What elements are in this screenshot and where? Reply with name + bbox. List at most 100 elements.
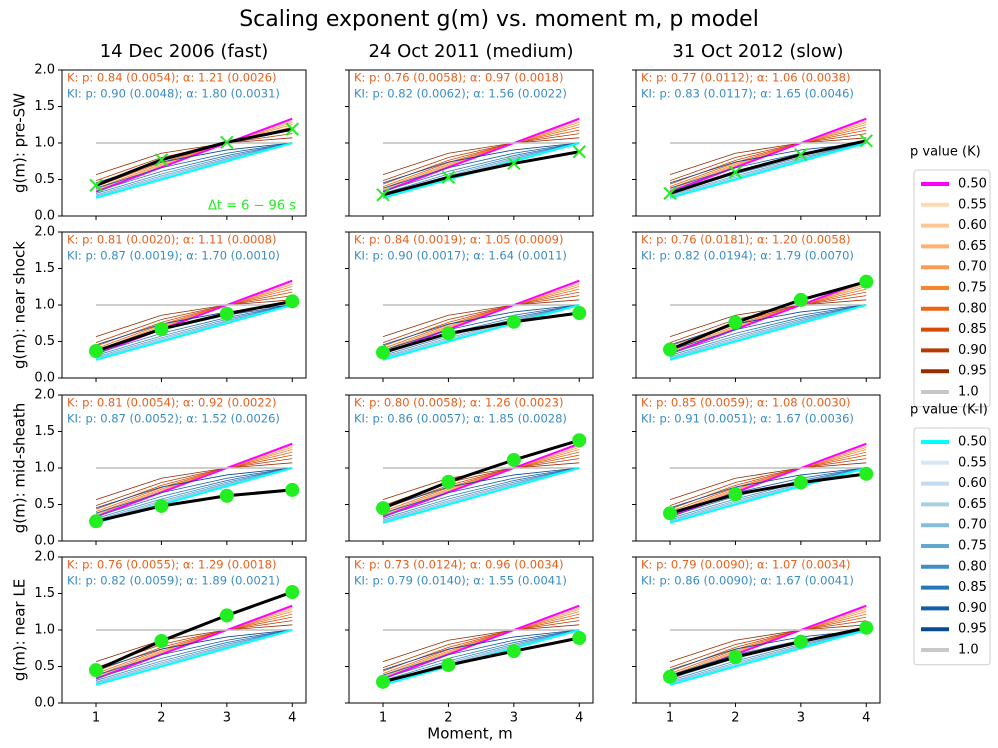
x-tick-label: 2 — [444, 711, 452, 726]
marker — [154, 153, 169, 167]
fit-annotation: KI: p: 0.82 (0.0062); α: 1.56 (0.0022) — [354, 87, 567, 101]
x-tick-label: 3 — [510, 711, 518, 726]
model-curve — [95, 467, 293, 519]
legend-label: 0.85 — [958, 580, 987, 595]
model-curve — [382, 467, 580, 524]
model-curve — [95, 142, 293, 196]
y-tick-label: 1.0 — [34, 461, 55, 476]
model-curve — [95, 304, 293, 358]
marker — [663, 669, 678, 684]
model-curve — [669, 629, 867, 683]
marker — [507, 156, 521, 171]
model-curve — [669, 304, 867, 351]
model-curve — [382, 467, 580, 509]
model-curve — [382, 142, 580, 194]
model-curve — [382, 442, 580, 518]
x-tick-label: 3 — [797, 711, 805, 726]
x-tick-label: 1 — [379, 711, 387, 726]
column-title: 31 Oct 2012 (slow) — [672, 41, 843, 62]
marker — [441, 658, 456, 673]
fit-annotation: K: p: 0.77 (0.0112); α: 1.06 (0.0038) — [641, 71, 851, 85]
model-curve — [95, 604, 293, 680]
model-curve — [669, 286, 867, 351]
model-curve — [95, 629, 293, 676]
model-curve — [669, 620, 867, 669]
legend-label: 0.70 — [958, 518, 987, 533]
model-curve — [382, 462, 580, 501]
marker — [89, 514, 104, 529]
model-curve — [669, 462, 867, 501]
model-curve — [382, 624, 580, 663]
marker — [793, 292, 808, 307]
panel-frame — [348, 394, 594, 542]
marker — [219, 306, 234, 321]
y-tick-label: 0.5 — [34, 659, 55, 674]
fit-annotation: K: p: 0.80 (0.0058); α: 1.26 (0.0023) — [354, 396, 564, 410]
x-tick-label: 1 — [92, 711, 100, 726]
y-tick-label: 1.5 — [34, 586, 55, 601]
fit-annotation: KI: p: 0.90 (0.0017); α: 1.64 (0.0011) — [354, 249, 567, 263]
fit-annotation: KI: p: 0.86 (0.0090); α: 1.67 (0.0041) — [641, 574, 854, 588]
model-curve — [95, 467, 293, 509]
model-curve — [95, 629, 293, 671]
y-tick-label: 1.0 — [34, 623, 55, 638]
model-curve — [669, 449, 867, 514]
model-curve — [669, 137, 867, 176]
model-curve — [669, 629, 867, 686]
observed-line — [95, 488, 293, 523]
observed-line — [669, 139, 867, 195]
column-title: 24 Oct 2011 (medium) — [368, 41, 573, 62]
marker — [376, 501, 391, 516]
model-curve — [669, 124, 867, 189]
marker — [793, 475, 808, 490]
x-tick-label: 2 — [157, 711, 165, 726]
model-curve — [669, 133, 867, 182]
model-curve — [669, 624, 867, 663]
marker — [219, 608, 234, 623]
fit-annotation: KI: p: 0.91 (0.0051); α: 1.67 (0.0036) — [641, 412, 854, 426]
marker — [89, 343, 104, 358]
panel-frame — [61, 556, 307, 704]
observed-line — [669, 626, 867, 679]
model-curve — [95, 142, 293, 199]
marker — [376, 345, 391, 360]
legend-label: 0.70 — [958, 260, 987, 275]
model-curve — [95, 629, 293, 686]
x-tick-label: 4 — [862, 711, 870, 726]
model-curve — [382, 467, 580, 514]
fit-annotation: K: p: 0.76 (0.0058); α: 0.97 (0.0018) — [354, 71, 564, 85]
model-curve — [382, 611, 580, 676]
model-curve — [382, 451, 580, 512]
model-curve — [95, 304, 293, 356]
fit-annotation: K: p: 0.76 (0.0055); α: 1.29 (0.0018) — [67, 558, 277, 572]
model-curve — [95, 467, 293, 521]
model-curve — [382, 142, 580, 184]
fit-annotation: KI: p: 0.87 (0.0052); α: 1.52 (0.0026) — [67, 412, 280, 426]
model-curve — [95, 629, 293, 683]
legend-label: 0.95 — [958, 364, 987, 379]
y-tick-label: 1.5 — [34, 99, 55, 114]
panel-frame — [635, 394, 881, 542]
model-curve — [95, 137, 293, 176]
observed-line — [95, 299, 293, 353]
y-tick-label: 1.0 — [34, 298, 55, 313]
model-curve — [95, 304, 293, 354]
model-curve — [95, 462, 293, 501]
y-axis-label: g(m): near LE — [11, 579, 29, 681]
marker — [572, 306, 587, 321]
fit-annotation: K: p: 0.81 (0.0054); α: 0.92 (0.0022) — [67, 396, 277, 410]
marker — [728, 650, 743, 665]
marker — [572, 631, 587, 646]
model-curve — [382, 613, 580, 674]
model-curve — [95, 279, 293, 355]
panel-frame — [61, 394, 307, 542]
marker — [506, 452, 521, 467]
model-curve — [95, 299, 293, 338]
model-curve — [95, 624, 293, 663]
model-curve — [382, 288, 580, 349]
y-tick-label: 2.0 — [34, 388, 55, 403]
legend-label: 0.50 — [958, 177, 987, 192]
y-axis-label: g(m): near shock — [11, 241, 29, 369]
model-curve — [382, 133, 580, 182]
marker — [89, 663, 104, 678]
